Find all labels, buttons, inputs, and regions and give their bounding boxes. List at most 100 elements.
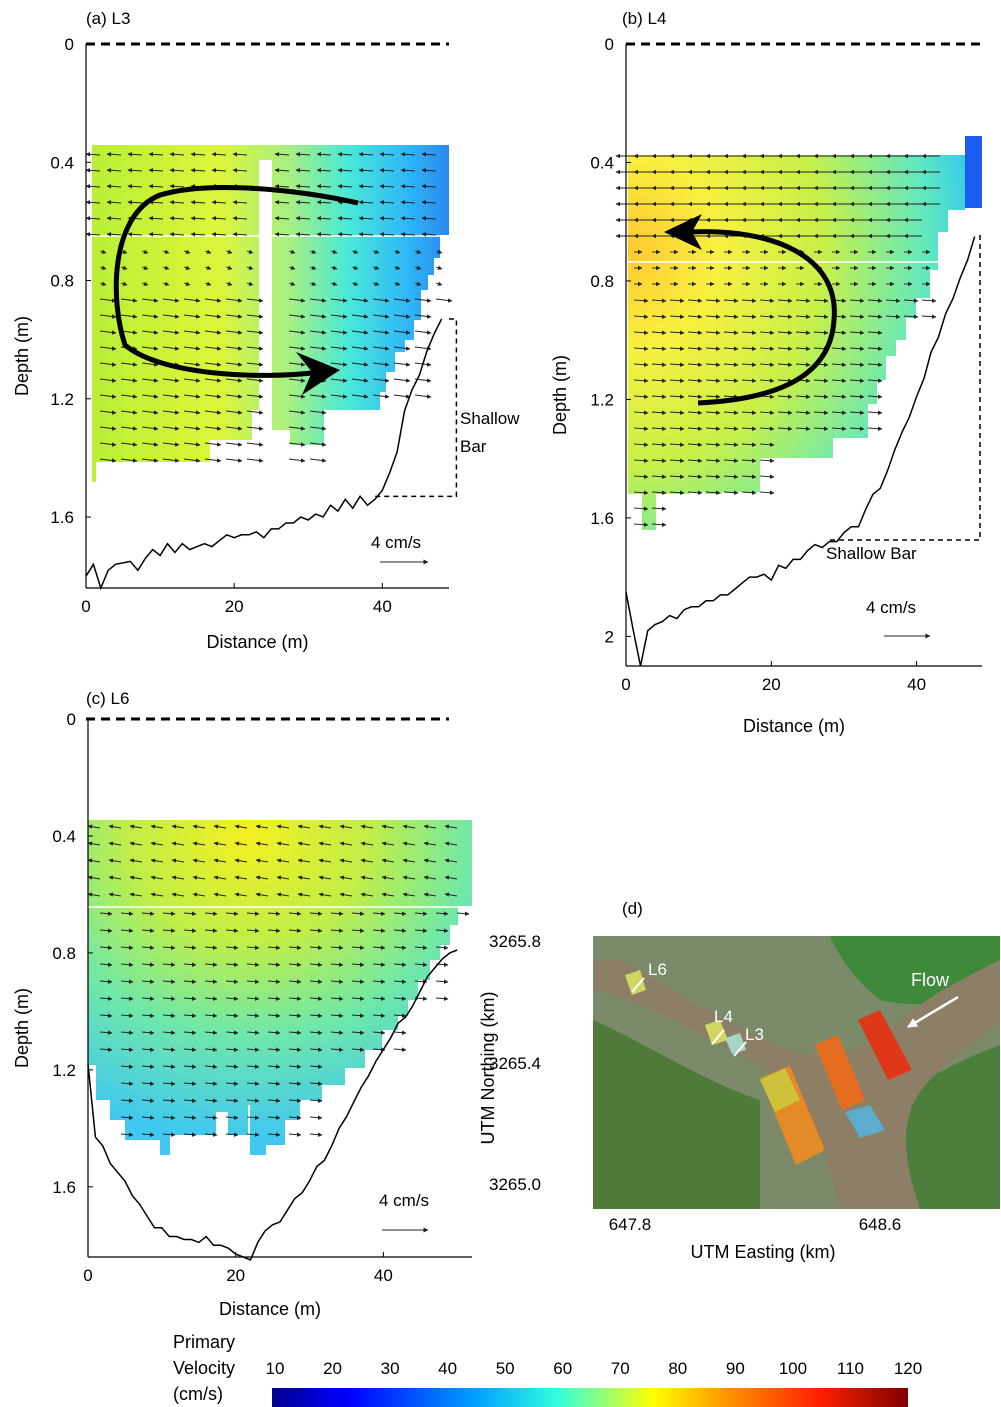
velocity-vector: [225, 410, 243, 415]
x-axis-label: Distance (m): [743, 716, 845, 736]
velocity-vector: [777, 410, 793, 415]
velocity-vector: [723, 394, 739, 399]
velocity-vector: [705, 474, 721, 479]
velocity-vector: [246, 281, 254, 286]
velocity-vector: [318, 892, 332, 897]
velocity-vector: [309, 394, 327, 399]
velocity-vector: [225, 378, 243, 383]
velocity-vector: [372, 1030, 386, 1035]
velocity-vector: [309, 1013, 323, 1018]
velocity-vector: [162, 394, 180, 399]
panel-c-scale-label: 4 cm/s: [379, 1191, 429, 1210]
velocity-vector: [150, 824, 164, 829]
velocity-vector: [288, 281, 296, 286]
velocity-vector: [777, 298, 793, 303]
velocity-vector: [379, 184, 395, 189]
velocity-vector: [183, 314, 201, 319]
velocity-vector: [204, 1098, 218, 1103]
velocity-vector: [288, 928, 302, 933]
velocity-vector: [723, 298, 739, 303]
velocity-vector: [402, 824, 416, 829]
velocity-vector: [183, 979, 197, 984]
velocity-vector: [337, 184, 353, 189]
velocity-vector: [360, 858, 374, 863]
velocity-vector: [651, 330, 667, 335]
panel-a-bar-label-1: Shallow: [460, 409, 520, 428]
velocity-vector: [867, 410, 883, 415]
velocity-vector: [204, 394, 222, 399]
velocity-vector: [162, 1115, 176, 1120]
velocity-vector: [759, 298, 775, 303]
colorbar-title-1: Primary: [173, 1332, 235, 1352]
velocity-vector: [225, 1081, 239, 1086]
panel-c-velocity-field: [88, 820, 472, 1155]
velocity-vector: [723, 474, 739, 479]
velocity-vector: [162, 945, 176, 950]
velocity-vector: [444, 892, 458, 897]
velocity-vector: [633, 490, 649, 495]
velocity-vector: [777, 378, 793, 383]
velocity-vector: [669, 362, 685, 367]
velocity-vector: [106, 200, 122, 205]
velocity-vector: [120, 911, 134, 916]
colorbar-title-2: Velocity: [173, 1358, 235, 1378]
velocity-vector: [99, 911, 113, 916]
velocity-vector: [633, 410, 649, 415]
velocity-vector: [169, 184, 185, 189]
x-axis-label: Distance (m): [206, 632, 308, 652]
velocity-vector: [813, 330, 829, 335]
velocity-vector: [867, 426, 883, 431]
velocity-vector: [267, 1047, 281, 1052]
velocity-vector: [141, 314, 159, 319]
velocity-vector: [400, 152, 416, 157]
velocity-vector: [162, 298, 180, 303]
velocity-vector: [162, 410, 180, 415]
map-xlabel: UTM Easting (km): [690, 1242, 835, 1262]
velocity-vector: [351, 330, 369, 335]
velocity-vector: [831, 362, 847, 367]
velocity-vector: [393, 346, 411, 351]
velocity-vector: [99, 281, 107, 286]
velocity-vector: [633, 458, 649, 463]
velocity-vector: [211, 232, 227, 237]
colorbar-tick-label: 90: [726, 1359, 745, 1378]
velocity-vector: [867, 378, 883, 383]
velocity-vector: [705, 314, 721, 319]
map-l3-marker: [733, 1041, 747, 1057]
velocity-vector: [225, 330, 243, 335]
velocity-vector: [108, 841, 122, 846]
colorbar-tick-label: 70: [611, 1359, 630, 1378]
panel-c-title: (c) L6: [86, 689, 129, 708]
velocity-vector: [318, 858, 332, 863]
map-vegetation-3: [880, 1045, 1000, 1209]
velocity-vector: [204, 249, 212, 254]
velocity-vector: [849, 346, 865, 351]
velocity-vector: [309, 298, 327, 303]
velocity-vector: [705, 458, 721, 463]
velocity-vector: [309, 314, 327, 319]
velocity-vector: [297, 875, 311, 880]
velocity-vector: [309, 911, 323, 916]
velocity-vector: [741, 330, 757, 335]
map-l6-marker: [631, 977, 645, 993]
velocity-vector: [379, 216, 395, 221]
velocity-vector: [393, 330, 411, 335]
velocity-vector: [393, 996, 407, 1001]
velocity-vector: [183, 1030, 197, 1035]
velocity-vector: [651, 362, 667, 367]
velocity-vector: [351, 314, 369, 319]
velocity-vector: [687, 490, 703, 495]
velocity-vector: [316, 200, 332, 205]
velocity-vector: [337, 168, 353, 173]
velocity-vector: [225, 442, 243, 447]
velocity-vector: [669, 426, 685, 431]
velocity-vector: [351, 979, 365, 984]
velocity-vector: [234, 892, 248, 897]
velocity-vector: [849, 330, 865, 335]
velocity-vector: [400, 232, 416, 237]
velocity-vector: [274, 216, 290, 221]
velocity-vector: [99, 330, 117, 335]
velocity-vector: [225, 1132, 239, 1137]
velocity-vector: [183, 458, 201, 463]
velocity-vector: [400, 216, 416, 221]
